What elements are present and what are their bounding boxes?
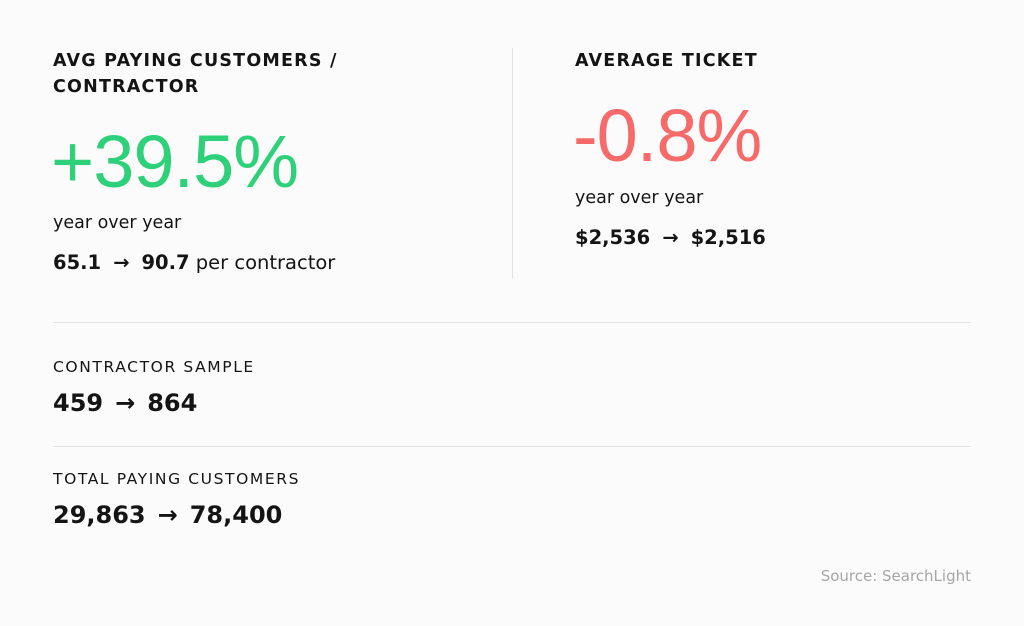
contractor-sample-range: 459 → 864 — [53, 388, 255, 418]
average-ticket-yoy-label: year over year — [575, 188, 704, 208]
total-paying-range: 29,863 → 78,400 — [53, 500, 300, 530]
contractor-sample-from: 459 — [53, 389, 104, 417]
vertical-divider — [512, 48, 513, 278]
total-paying-from: 29,863 — [53, 501, 146, 529]
contractor-sample-block: CONTRACTOR SAMPLE 459 → 864 — [53, 356, 255, 418]
average-ticket-to: $2,516 — [690, 226, 766, 249]
average-ticket-panel: AVERAGE TICKET -0.8% year over year $2,5… — [573, 48, 975, 249]
contractor-sample-label: CONTRACTOR SAMPLE — [53, 358, 255, 376]
source-credit: Source: SearchLight — [820, 567, 971, 585]
contractor-sample-to: 864 — [147, 389, 198, 417]
average-ticket-range: $2,536 → $2,516 — [575, 226, 766, 250]
avg-customers-to: 90.7 — [141, 251, 190, 274]
average-ticket-heading: AVERAGE TICKET — [575, 51, 758, 71]
arrow-right-icon: → — [157, 501, 178, 529]
avg-customers-change-value: +39.5% — [51, 120, 299, 203]
avg-customers-suffix: per contractor — [195, 251, 336, 274]
avg-customers-heading-line1: AVG PAYING CUSTOMERS / — [53, 51, 338, 71]
avg-customers-heading-line2: CONTRACTOR — [53, 77, 200, 97]
total-paying-block: TOTAL PAYING CUSTOMERS 29,863 → 78,400 — [53, 468, 300, 530]
horizontal-divider — [53, 446, 971, 447]
arrow-right-icon: → — [113, 251, 130, 274]
total-paying-label: TOTAL PAYING CUSTOMERS — [53, 470, 301, 488]
avg-customers-range: 65.1 → 90.7 per contractor — [53, 251, 335, 275]
average-ticket-from: $2,536 — [575, 226, 651, 249]
avg-customers-panel: AVG PAYING CUSTOMERS / CONTRACTOR +39.5%… — [51, 48, 483, 274]
arrow-right-icon: → — [115, 389, 136, 417]
avg-customers-from: 65.1 — [53, 251, 102, 274]
total-paying-to: 78,400 — [189, 501, 283, 529]
average-ticket-change-value: -0.8% — [573, 94, 762, 177]
avg-customers-heading: AVG PAYING CUSTOMERS / CONTRACTOR — [53, 48, 483, 100]
arrow-right-icon: → — [662, 226, 679, 249]
avg-customers-yoy-label: year over year — [53, 213, 182, 233]
horizontal-divider — [53, 322, 971, 323]
